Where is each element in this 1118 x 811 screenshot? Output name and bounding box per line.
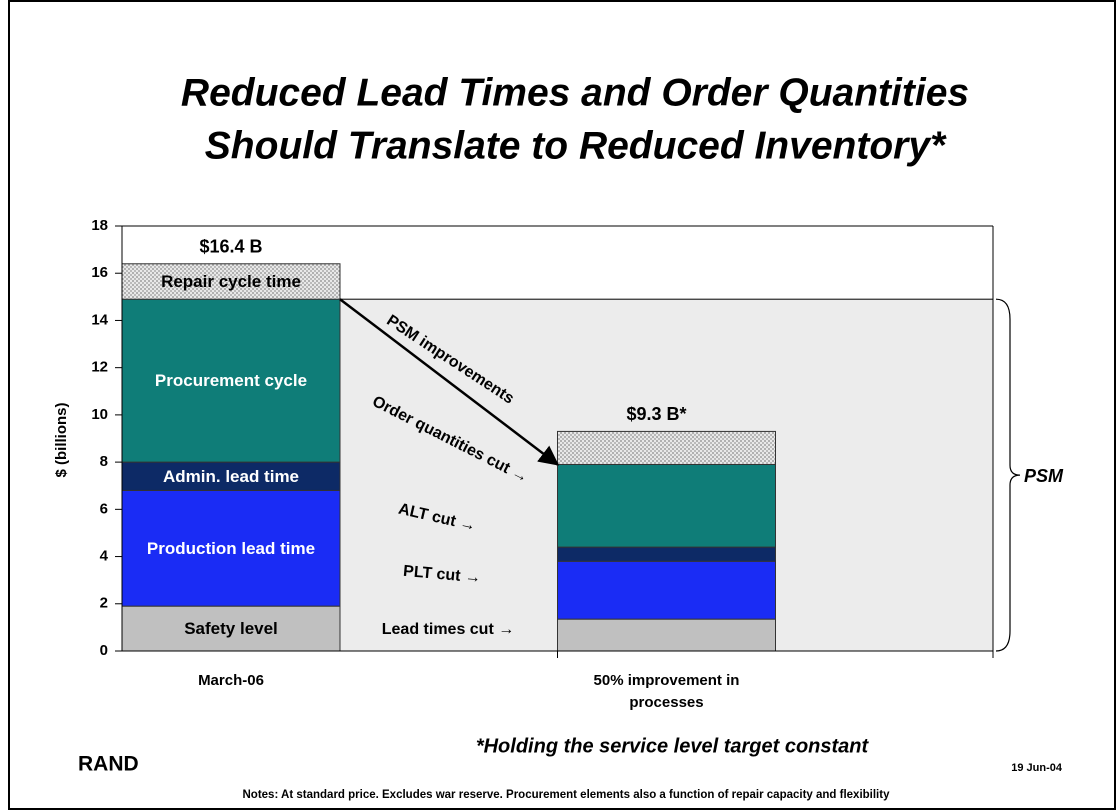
date: 19 Jun-04 <box>1011 762 1063 774</box>
footnote: *Holding the service level target consta… <box>476 735 870 757</box>
y-tick-label: 8 <box>100 453 108 470</box>
segment-label: Procurement cycle <box>155 371 307 390</box>
bar-segment <box>121 461 341 491</box>
y-axis-title: $ (billions) <box>53 402 70 477</box>
bar-segment <box>557 463 776 548</box>
y-tick-label: 2 <box>100 595 108 612</box>
annotation: PLT cut → <box>402 563 481 587</box>
segment-label: Safety level <box>184 619 278 638</box>
annotation: Lead times cut → <box>382 621 514 638</box>
bar-segment <box>121 263 341 300</box>
bar-segment <box>121 489 341 607</box>
plot: Safety level Production lead time Admin. l… <box>91 217 1064 711</box>
y-tick-label: 6 <box>100 500 108 517</box>
logo: RAND <box>78 753 139 776</box>
segment-label: Production lead time <box>147 539 315 558</box>
notes: Notes: At standard price. Excludes war r… <box>243 789 891 801</box>
total-label: $9.3 B* <box>626 404 686 424</box>
bar-segment <box>557 546 776 562</box>
x-tick-label: 50% improvement in processes <box>594 672 740 711</box>
y-tick-label: 14 <box>91 311 108 328</box>
x-tick-label: March-06 <box>198 672 264 689</box>
y-tick-label: 16 <box>91 264 108 281</box>
segment-label: Repair cycle time <box>161 272 301 291</box>
y-tick-label: 12 <box>91 359 108 376</box>
bar-segment <box>557 618 776 652</box>
y-tick-label: 0 <box>100 642 108 659</box>
bar-segment <box>557 560 776 620</box>
total-label: $16.4 B <box>199 237 262 257</box>
bar-segment <box>121 298 341 463</box>
psm-arrow <box>339 298 560 466</box>
bar-segment <box>557 430 776 465</box>
segment-label: Admin. lead time <box>163 467 299 486</box>
title-line: Should Translate to Reduced Inventory* <box>205 124 947 167</box>
y-tick-label: 10 <box>91 406 108 423</box>
brace <box>995 298 1021 652</box>
bar-segment <box>121 605 341 652</box>
y-tick-label: 4 <box>100 548 109 565</box>
brace-label: PSM <box>1024 466 1064 486</box>
title-line: Reduced Lead Times and Order Quantities <box>181 71 969 114</box>
y-tick-label: 18 <box>91 217 108 234</box>
